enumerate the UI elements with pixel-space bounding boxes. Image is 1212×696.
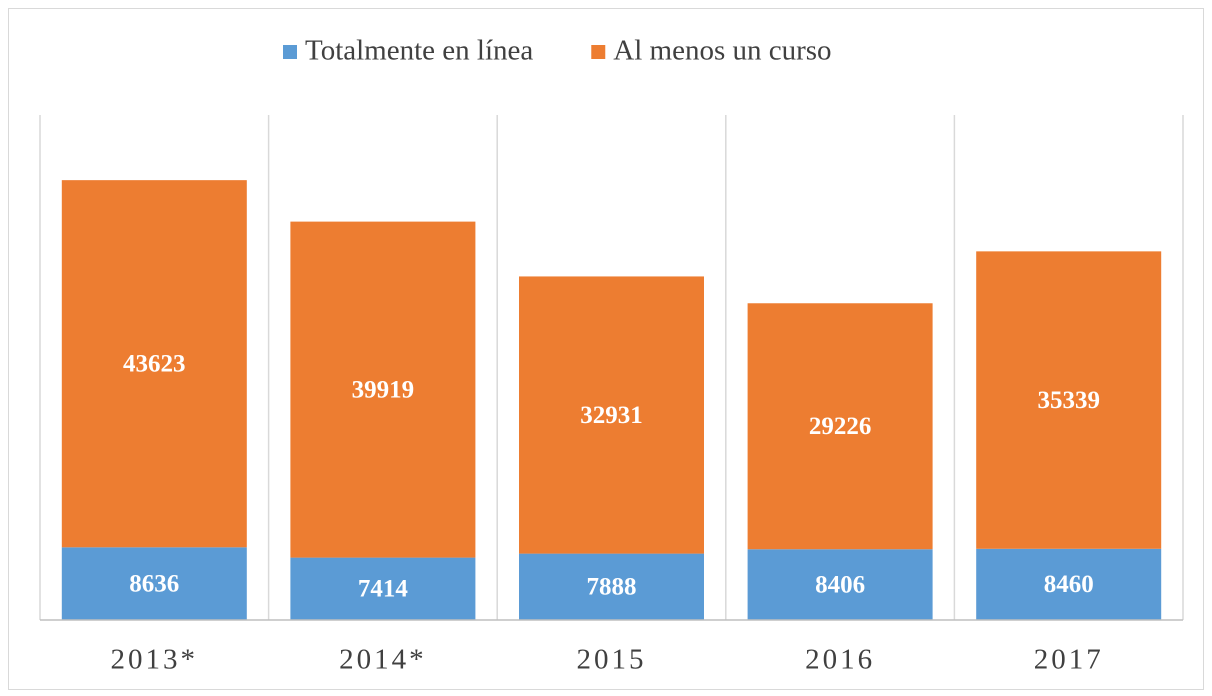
data-label: 8406 (815, 571, 865, 598)
data-label: 35339 (1037, 387, 1100, 414)
bar-segment (290, 221, 476, 558)
bar-segment (747, 303, 933, 550)
bar-segment (61, 547, 247, 620)
legend-swatch (591, 45, 606, 59)
bar-segment (976, 548, 1162, 620)
data-label: 8636 (129, 570, 179, 597)
x-tick-label: 2017 (1034, 644, 1104, 676)
data-label: 32931 (580, 402, 643, 429)
data-label: 8460 (1044, 571, 1094, 598)
data-label: 39919 (352, 376, 415, 403)
x-tick-label: 2016 (805, 644, 875, 676)
bar-segment (519, 276, 704, 554)
legend-swatch (283, 45, 297, 59)
bar-segment (976, 251, 1162, 549)
legend-label: Totalmente en línea (305, 35, 533, 67)
x-tick-label: 2013* (111, 644, 199, 676)
data-label: 7414 (358, 576, 409, 603)
x-tick-label: 2014* (339, 644, 427, 676)
data-label: 7888 (587, 574, 637, 601)
data-label: 29226 (809, 413, 872, 440)
bar-segment (747, 549, 933, 620)
bar-segment (61, 180, 247, 548)
data-label: 43623 (123, 350, 186, 377)
x-tick-label: 2015 (577, 644, 647, 676)
bar-segment (519, 553, 704, 620)
bar-segment (290, 557, 476, 620)
legend-label: Al menos un curso (613, 35, 831, 67)
